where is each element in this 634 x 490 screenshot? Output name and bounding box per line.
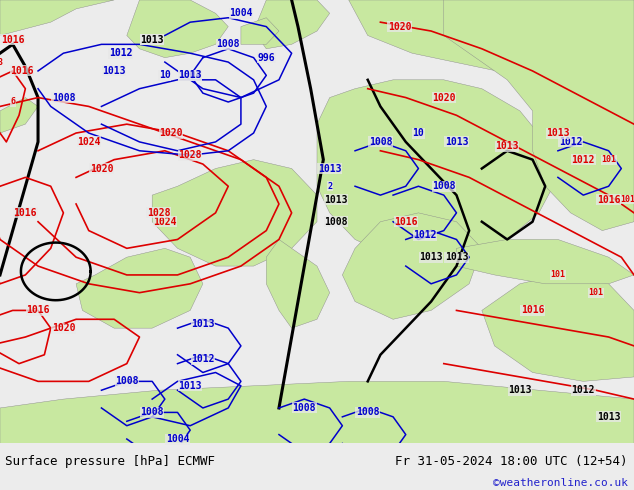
Text: 1012: 1012	[571, 155, 595, 165]
Polygon shape	[254, 0, 330, 49]
Text: 10: 10	[159, 71, 171, 80]
Text: 1008: 1008	[140, 407, 164, 417]
Polygon shape	[444, 0, 634, 231]
Text: 1013: 1013	[444, 252, 469, 262]
Text: 1013: 1013	[140, 35, 164, 45]
Text: 1016: 1016	[394, 217, 418, 227]
Text: 1012: 1012	[413, 230, 437, 240]
Polygon shape	[349, 0, 634, 80]
Text: 101: 101	[550, 270, 566, 279]
Text: 1012: 1012	[571, 385, 595, 395]
Text: 6: 6	[10, 98, 15, 106]
Text: 1016: 1016	[521, 305, 545, 316]
Text: 1020: 1020	[387, 22, 411, 32]
Polygon shape	[0, 98, 38, 133]
Text: 1016: 1016	[597, 195, 621, 204]
Polygon shape	[76, 248, 203, 328]
Polygon shape	[342, 213, 482, 319]
Text: 1020: 1020	[432, 93, 456, 102]
Text: 1012: 1012	[108, 48, 133, 58]
Text: 1020: 1020	[89, 164, 113, 173]
Text: 1024: 1024	[77, 137, 101, 147]
Text: 1013: 1013	[178, 71, 202, 80]
Text: 1013: 1013	[546, 128, 570, 138]
Text: 1008: 1008	[292, 403, 316, 413]
Text: 1028: 1028	[178, 150, 202, 160]
Text: 1004: 1004	[165, 434, 190, 444]
Text: 1028: 1028	[146, 208, 171, 218]
Text: 1004: 1004	[178, 71, 202, 80]
Text: 101: 101	[601, 155, 616, 164]
Text: 1008: 1008	[51, 93, 75, 102]
Polygon shape	[317, 80, 558, 266]
Text: 1008: 1008	[216, 39, 240, 49]
Text: 1013: 1013	[597, 412, 621, 422]
Text: Surface pressure [hPa] ECMWF: Surface pressure [hPa] ECMWF	[5, 455, 215, 467]
Polygon shape	[266, 240, 330, 328]
Text: 1008: 1008	[324, 217, 348, 227]
Text: 1012: 1012	[191, 354, 215, 364]
Polygon shape	[152, 160, 317, 266]
Text: 1004: 1004	[229, 8, 253, 18]
Polygon shape	[456, 240, 634, 284]
Text: 1013: 1013	[318, 164, 342, 173]
Text: 1013: 1013	[191, 318, 215, 329]
Text: 1008: 1008	[432, 181, 456, 191]
Text: 1008: 1008	[368, 137, 392, 147]
Text: 1016: 1016	[13, 208, 37, 218]
Polygon shape	[127, 0, 228, 58]
Text: Fr 31-05-2024 18:00 UTC (12+54): Fr 31-05-2024 18:00 UTC (12+54)	[395, 455, 628, 467]
Text: ©weatheronline.co.uk: ©weatheronline.co.uk	[493, 478, 628, 488]
Text: 2: 2	[327, 182, 332, 191]
Text: 1013: 1013	[324, 195, 348, 204]
Text: 1012: 1012	[108, 48, 133, 58]
Text: 1013: 1013	[140, 35, 164, 45]
Polygon shape	[0, 0, 114, 35]
Text: 101: 101	[620, 195, 634, 204]
Polygon shape	[0, 381, 634, 443]
Text: 1020: 1020	[51, 323, 75, 333]
Text: 996: 996	[257, 52, 275, 63]
Text: 1013: 1013	[495, 141, 519, 151]
Polygon shape	[241, 18, 279, 44]
Text: 1024: 1024	[153, 217, 177, 227]
Text: 1013: 1013	[102, 66, 126, 76]
Text: 1013: 1013	[444, 137, 469, 147]
Text: 13: 13	[0, 58, 4, 67]
Text: 1013: 1013	[419, 252, 443, 262]
Text: 1012: 1012	[559, 137, 583, 147]
Text: 1016: 1016	[10, 66, 34, 76]
Text: 10: 10	[413, 128, 424, 138]
Text: 1008: 1008	[356, 407, 380, 417]
Text: 101: 101	[588, 288, 604, 297]
Text: 1013: 1013	[178, 381, 202, 391]
Text: 1020: 1020	[159, 128, 183, 138]
Text: 1008: 1008	[115, 376, 139, 387]
Text: 1016: 1016	[1, 35, 25, 45]
Polygon shape	[482, 275, 634, 381]
Text: 1013: 1013	[508, 385, 532, 395]
Text: 1016: 1016	[26, 305, 50, 316]
